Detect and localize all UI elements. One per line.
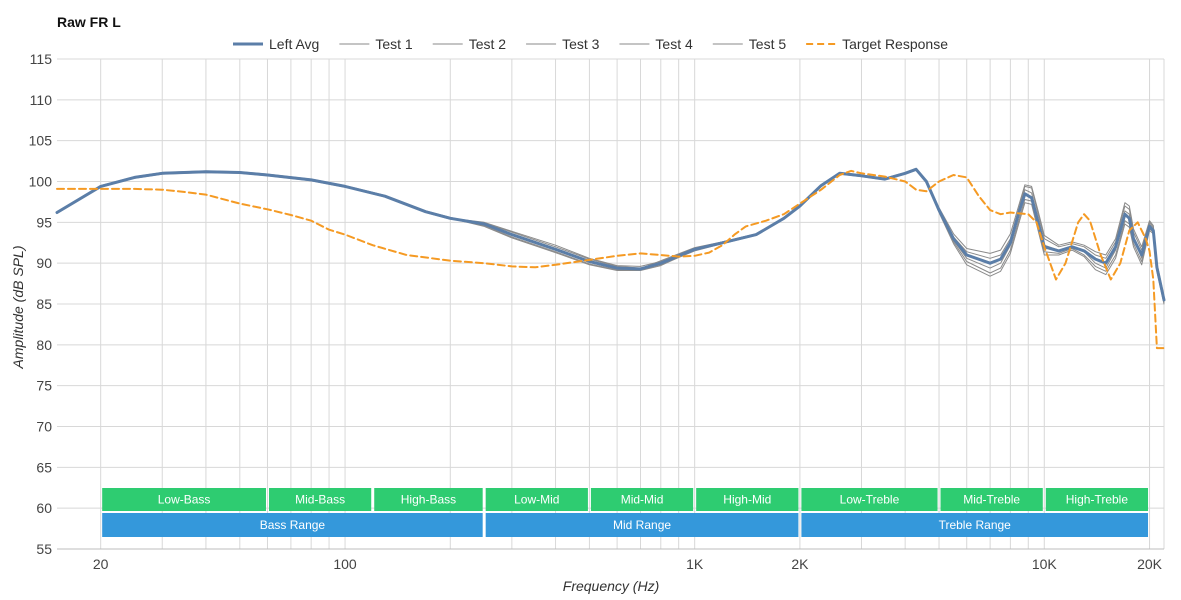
- band-mid-bass: [268, 488, 372, 511]
- y-tick-label: 70: [36, 419, 52, 435]
- band-high-mid: [696, 488, 799, 511]
- legend-label-test-5: Test 5: [749, 36, 787, 52]
- legend-label-left-avg: Left Avg: [269, 36, 319, 52]
- x-tick-label: 2K: [791, 556, 809, 572]
- y-tick-label: 65: [36, 459, 52, 475]
- series-test-3: [56, 167, 1165, 303]
- band-label-mid-bass: Mid-Bass: [295, 493, 345, 507]
- grid: [57, 58, 1165, 550]
- legend: Left Avg Test 1 Test 2 Test 3 Test 4 Test 5 Ta…: [233, 36, 948, 52]
- series-lines: [55, 167, 1166, 350]
- band-low-bass: [102, 488, 266, 511]
- band-label-low-treble: Low-Treble: [840, 493, 900, 507]
- y-tick-label: 100: [29, 174, 53, 190]
- band-high-treble: [1045, 488, 1149, 511]
- y-axis-label: Amplitude (dB SPL): [10, 246, 26, 370]
- band-label-mid-mid: Mid-Mid: [621, 493, 664, 507]
- series-test-2: [56, 169, 1165, 299]
- series-left-avg: [55, 167, 1166, 302]
- series-test-1: [56, 168, 1165, 302]
- band-treble-range: [801, 513, 1149, 537]
- legend-label-test-4: Test 4: [655, 36, 693, 52]
- series-target-response: [56, 169, 1165, 350]
- band-low-treble: [801, 488, 938, 511]
- y-tick-label: 95: [36, 214, 52, 230]
- x-tick-label: 1K: [686, 556, 704, 572]
- legend-label-test-2: Test 2: [469, 36, 507, 52]
- series-test-5: [56, 168, 1165, 305]
- legend-label-test-3: Test 3: [562, 36, 600, 52]
- y-tick-label: 105: [29, 133, 53, 149]
- band-label-high-treble: High-Treble: [1066, 493, 1129, 507]
- band-label-high-mid: High-Mid: [723, 493, 771, 507]
- x-tick-label: 10K: [1032, 556, 1058, 572]
- chart-title: Raw FR L: [57, 14, 121, 30]
- x-tick-label: 20K: [1137, 556, 1163, 572]
- x-tick-label: 20: [93, 556, 109, 572]
- y-tick-label: 55: [36, 541, 52, 557]
- band-bass-range: [102, 513, 483, 537]
- band-label-low-mid: Low-Mid: [514, 493, 559, 507]
- band-label-high-bass: High-Bass: [401, 493, 456, 507]
- legend-label-target-response: Target Response: [842, 36, 948, 52]
- band-label-low-bass: Low-Bass: [158, 493, 211, 507]
- band-mid-treble: [940, 488, 1043, 511]
- x-tick-label: 100: [333, 556, 357, 572]
- band-label-bass-range: Bass Range: [260, 518, 326, 532]
- y-tick-label: 60: [36, 500, 52, 516]
- band-label-mid-range: Mid Range: [613, 518, 671, 532]
- band-mid-range: [485, 513, 799, 537]
- band-label-mid-treble: Mid-Treble: [963, 493, 1020, 507]
- y-tick-label: 90: [36, 255, 52, 271]
- x-axis-label: Frequency (Hz): [563, 578, 659, 594]
- y-axis-ticks: 55 60 65 70 75 80 85 90 95 100 105 110 115: [29, 51, 53, 557]
- y-tick-label: 115: [30, 51, 53, 67]
- y-tick-label: 75: [36, 378, 52, 394]
- band-mid-mid: [590, 488, 694, 511]
- band-high-bass: [374, 488, 483, 511]
- series-test-4: [56, 168, 1165, 298]
- y-tick-label: 85: [36, 296, 52, 312]
- band-label-treble-range: Treble Range: [939, 518, 1012, 532]
- legend-label-test-1: Test 1: [375, 36, 413, 52]
- y-tick-label: 80: [36, 337, 52, 353]
- band-low-mid: [485, 488, 588, 511]
- frequency-bands: Low-Bass Mid-Bass High-Bass Low-Mid Mid-Mid H…: [102, 488, 1149, 537]
- x-axis-ticks: 20 100 1K 2K 10K 20K: [93, 556, 1163, 572]
- y-tick-label: 110: [30, 92, 53, 108]
